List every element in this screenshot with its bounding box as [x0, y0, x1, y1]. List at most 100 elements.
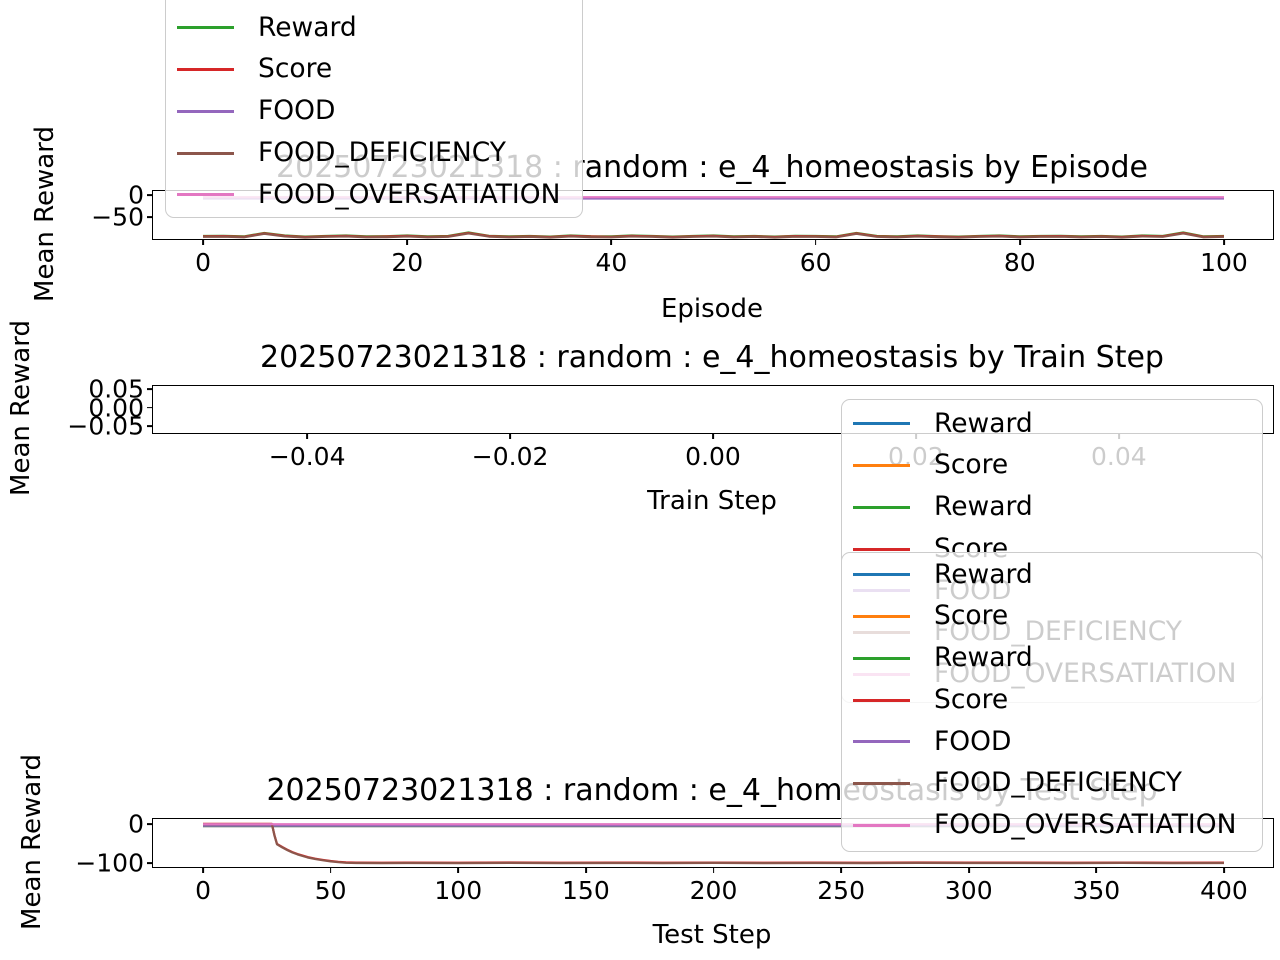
- x-tick-mark: [712, 433, 714, 439]
- y-tick-mark: [147, 823, 153, 825]
- legend-row: FOOD_DEFICIENCY: [842, 763, 1262, 805]
- legend-label: Reward: [934, 491, 1033, 523]
- x-tick-mark: [202, 239, 204, 245]
- y-tick-label: 0.00: [88, 392, 144, 422]
- legend-label: Score: [258, 53, 333, 85]
- y-tick-mark: [147, 194, 153, 197]
- x-tick-label: 100: [1200, 248, 1248, 277]
- legend-row: Score: [842, 596, 1262, 638]
- legend-line-sample: [853, 823, 910, 827]
- x-tick-label: 200: [689, 876, 738, 905]
- x-tick-label: 0.00: [685, 442, 741, 471]
- legend-row: FOOD_DEFICIENCY: [166, 132, 582, 174]
- x-tick-mark: [202, 867, 204, 873]
- legend-row: FOOD_OVERSATIATION: [842, 805, 1262, 847]
- plot1-axes: 0 20 40 60 80 100 0 −50: [91, 182, 1274, 276]
- plot3-axes: 0 50 100 150 200 250 300 350 400 0 −100: [75, 810, 1274, 904]
- x-tick-label: 350: [1072, 876, 1121, 905]
- legend-line-sample: [853, 464, 910, 468]
- x-tick-mark: [1018, 239, 1021, 245]
- x-tick-label: −0.02: [471, 442, 549, 471]
- legend-line-sample: [853, 740, 910, 744]
- x-tick-label: 0: [195, 876, 211, 905]
- legend-row: FOOD_OVERSATIATION: [166, 174, 582, 216]
- legend-label: FOOD: [934, 725, 1012, 757]
- x-tick-label: 20: [391, 248, 424, 277]
- legend-label: Reward: [934, 407, 1033, 439]
- legend-label: Reward: [934, 558, 1033, 590]
- legend-line-sample: [177, 109, 234, 113]
- legend-row: FOOD: [166, 91, 582, 133]
- legend-label: Reward: [258, 11, 357, 43]
- x-tick-label: 0: [195, 248, 211, 277]
- legend-label: Reward: [934, 642, 1033, 674]
- x-tick-mark: [1223, 239, 1225, 245]
- legend-test-step: Reward Score Reward Score FOOD FOOD_DEFICIENC…: [841, 552, 1263, 852]
- legend-row: Score: [166, 49, 582, 91]
- legend-label: Score: [934, 683, 1009, 715]
- x-tick-label: 250: [817, 876, 865, 905]
- x-tick-label: 60: [799, 248, 832, 277]
- legend-line-sample: [177, 68, 234, 72]
- legend-line-sample: [177, 193, 234, 197]
- x-tick-label: 150: [562, 876, 610, 905]
- y-tick-mark: [147, 406, 153, 409]
- legend-label: Score: [934, 449, 1009, 481]
- plot1-ylabel: Mean Reward: [30, 126, 60, 302]
- legend-label: FOOD: [258, 95, 336, 127]
- legend-label: Score: [934, 600, 1009, 632]
- legend-row: Reward: [842, 403, 1262, 445]
- plot2-ylabel: Mean Reward: [6, 320, 36, 496]
- legend-line-sample: [177, 26, 234, 30]
- x-tick-mark: [584, 867, 587, 873]
- x-tick-mark: [840, 867, 843, 873]
- y-tick-mark: [147, 216, 153, 218]
- x-tick-label: 100: [434, 876, 483, 905]
- y-tick-label: 0: [128, 809, 144, 839]
- legend-row: Reward: [842, 554, 1262, 596]
- x-tick-mark: [306, 433, 309, 439]
- x-tick-mark: [1223, 867, 1225, 873]
- legend-row: Reward: [166, 7, 582, 49]
- legend-line-sample: [853, 505, 910, 509]
- x-tick-label: −0.04: [268, 442, 346, 471]
- plot1-xlabel: Episode: [660, 294, 764, 324]
- legend-line-sample: [853, 547, 910, 551]
- x-tick-label: 80: [1003, 248, 1036, 277]
- legend-line-sample: [853, 782, 910, 786]
- legend-line-sample: [853, 422, 910, 426]
- x-tick-label: 40: [595, 248, 628, 277]
- x-tick-mark: [967, 867, 970, 873]
- x-tick-mark: [1095, 867, 1098, 873]
- legend-line-sample: [177, 151, 234, 155]
- plot2-xlabel: Train Step: [647, 486, 777, 516]
- legend-row: FOOD: [842, 721, 1262, 763]
- series-line-FOOD_DEFICIENCY: [202, 232, 1225, 239]
- plot3-ylabel: Mean Reward: [17, 754, 47, 930]
- legend-label: FOOD_OVERSATIATION: [258, 178, 561, 210]
- x-tick-label: 50: [314, 876, 347, 905]
- x-tick-mark: [329, 867, 332, 873]
- legend-row: Score: [842, 445, 1262, 487]
- x-tick-label: 300: [944, 876, 993, 905]
- y-tick-label: 0: [128, 180, 144, 210]
- legend-line-sample: [853, 656, 910, 660]
- y-tick-label: −0.05: [67, 411, 144, 441]
- y-tick-label: 0.05: [88, 374, 144, 404]
- x-tick-mark: [610, 239, 613, 245]
- legend-label: FOOD_OVERSATIATION: [934, 809, 1237, 841]
- legend-line-sample: [853, 615, 910, 619]
- x-tick-mark: [814, 239, 817, 245]
- legend-line-sample: [853, 698, 910, 702]
- x-tick-mark: [509, 433, 511, 439]
- plot3-xlabel: Test Step: [652, 920, 772, 950]
- y-tick-label: −50: [91, 202, 144, 232]
- legend-row: Reward: [842, 638, 1262, 680]
- x-tick-mark: [457, 867, 460, 873]
- x-tick-mark: [712, 867, 715, 873]
- plot2-title: 20250723021318 : random : e_4_homeostasi…: [260, 340, 1164, 375]
- legend-line-sample: [853, 573, 910, 577]
- y-tick-label: −100: [75, 848, 144, 878]
- x-tick-label: 400: [1200, 876, 1248, 905]
